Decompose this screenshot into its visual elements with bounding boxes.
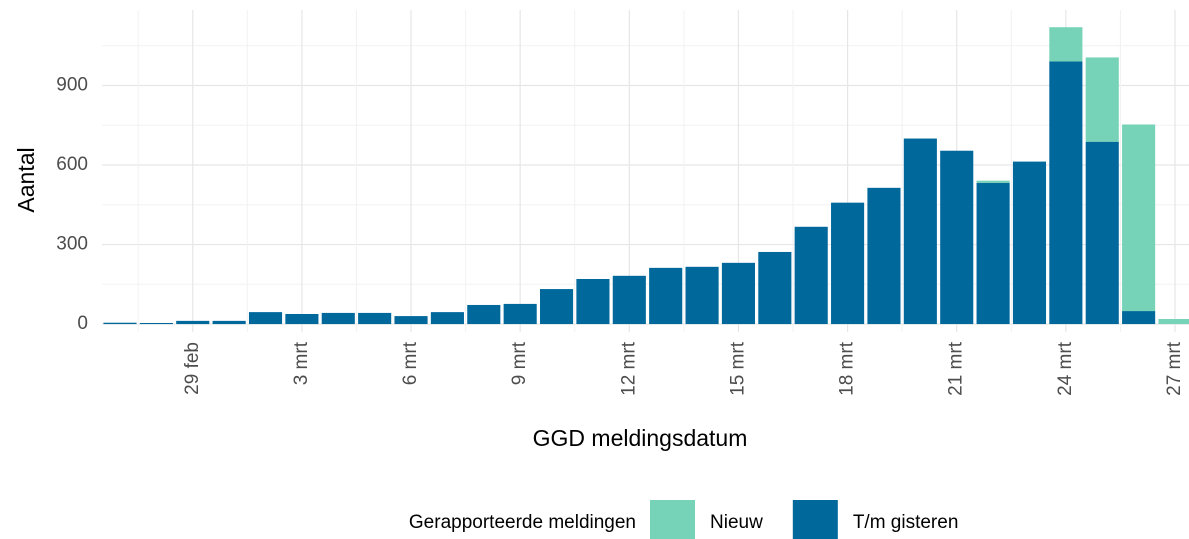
bar-segment <box>1085 141 1119 325</box>
x-tick-label: 24 mrt <box>1055 341 1076 396</box>
x-tick-label: 27 mrt <box>1164 341 1185 396</box>
y-tick-label: 900 <box>56 75 88 96</box>
y-tick-label: 0 <box>77 313 88 334</box>
bar-segment <box>539 289 574 325</box>
bar-segment <box>903 138 937 325</box>
bar-segment <box>612 275 646 325</box>
bar-segment <box>940 150 974 325</box>
bar-segment <box>976 182 1010 325</box>
bar-segment <box>721 262 756 325</box>
x-tick-label: 15 mrt <box>727 341 748 396</box>
x-tick-label: 3 mrt <box>291 341 312 385</box>
legend-title: Gerapporteerde meldingen <box>409 512 636 533</box>
bars <box>103 27 1189 325</box>
bar-segment <box>176 320 210 325</box>
bar-segment <box>831 202 865 325</box>
bar-segment <box>139 322 173 325</box>
bar-segment <box>248 312 283 325</box>
bar-segment <box>103 322 137 325</box>
bar-segment <box>394 316 428 325</box>
bar-segment <box>758 251 792 325</box>
x-tick-label: 12 mrt <box>618 341 639 396</box>
bar-segment <box>576 278 610 325</box>
bar-segment <box>1122 124 1156 312</box>
bar-segment <box>649 267 683 325</box>
legend-label: Nieuw <box>710 512 763 533</box>
y-tick-label: 600 <box>56 154 88 175</box>
bar-segment <box>976 180 1010 183</box>
bar-segment <box>1122 311 1156 325</box>
bar-segment <box>430 312 464 325</box>
x-tick-label: 6 mrt <box>400 341 421 385</box>
bar-segment <box>1158 319 1189 325</box>
bar-segment <box>212 320 246 325</box>
bar-segment <box>358 312 392 325</box>
x-tick-label: 29 feb <box>182 342 203 395</box>
x-tick-label: 21 mrt <box>946 341 967 396</box>
bar-segment <box>503 303 537 325</box>
y-axis-label: Aantal <box>13 147 39 212</box>
bar-segment <box>285 313 319 325</box>
legend-swatch <box>792 500 838 539</box>
y-tick-label: 300 <box>56 234 88 255</box>
bar-segment <box>794 226 828 325</box>
bar-segment <box>685 266 719 325</box>
bar-segment <box>321 312 355 325</box>
x-tick-label: 18 mrt <box>837 341 858 396</box>
bar-segment <box>1049 27 1083 62</box>
bar-segment <box>1012 161 1047 325</box>
bar-segment <box>1085 57 1119 142</box>
bar-segment <box>867 187 901 325</box>
x-axis-label: GGD meldingsdatum <box>533 425 748 451</box>
bar-segment <box>1049 61 1083 325</box>
bar-segment <box>467 304 501 325</box>
legend-label: T/m gisteren <box>853 512 959 533</box>
legend-swatch <box>650 500 695 539</box>
x-tick-label: 9 mrt <box>509 341 530 385</box>
